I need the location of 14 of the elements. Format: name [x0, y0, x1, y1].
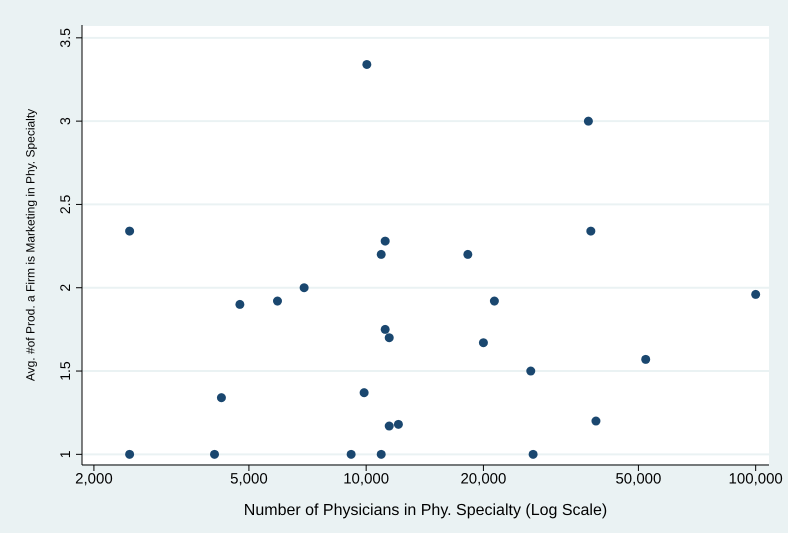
y-tick-label: 2	[57, 284, 73, 292]
y-tick-label: 2.5	[57, 194, 73, 214]
y-tick-label: 3	[57, 117, 73, 126]
y-axis-title: Avg. #of Prod. a Firm is Marketing in Phy. Specialty	[23, 108, 38, 382]
x-tick-label: 20,000	[460, 470, 506, 488]
x-axis-title: Number of Physicians in Phy. Specialty (Log Scale)	[244, 502, 608, 519]
x-tick-label: 10,000	[343, 470, 390, 488]
y-tick-label: 1.5	[57, 361, 73, 381]
x-tick-label: 100,000	[728, 470, 783, 488]
x-tick-label: 50,000	[615, 470, 662, 488]
x-tick-label: 2,000	[75, 470, 113, 488]
y-tick-label: 3.5	[57, 28, 73, 48]
x-tick-label: 5,000	[230, 470, 268, 488]
y-tick-label: 1	[57, 450, 73, 458]
